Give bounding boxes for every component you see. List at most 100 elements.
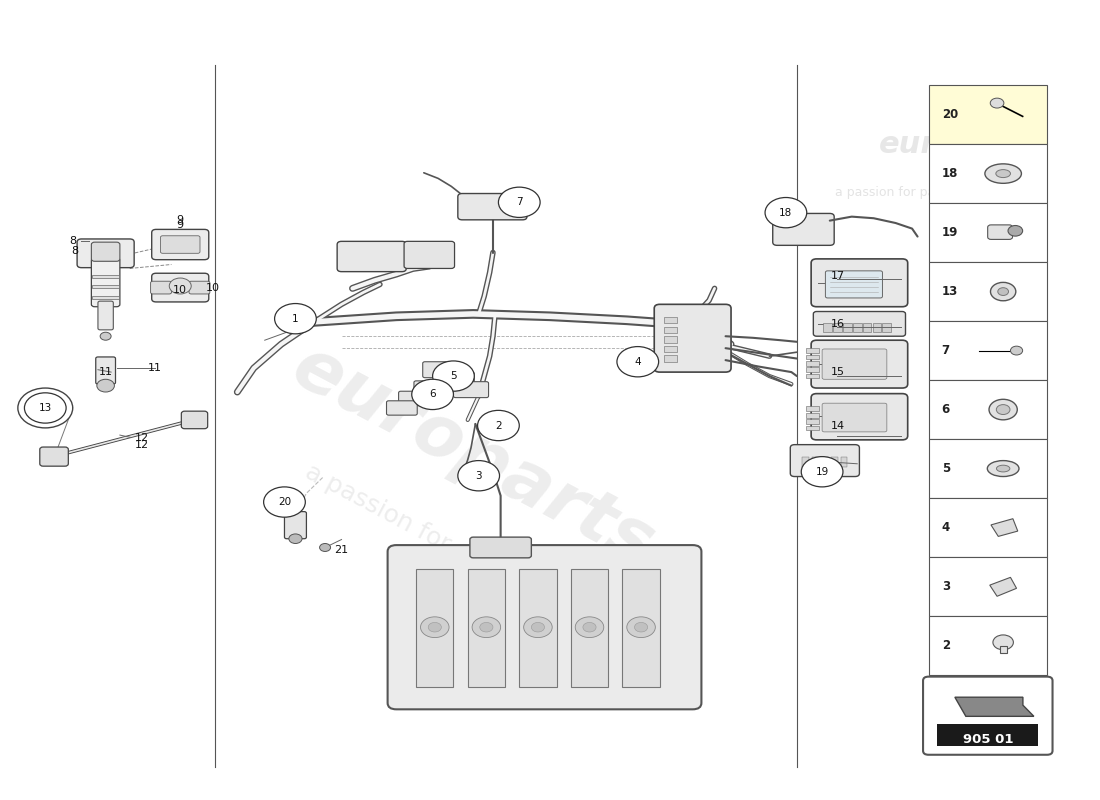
Text: 7: 7 — [516, 198, 522, 207]
Bar — [928, 557, 1047, 616]
FancyBboxPatch shape — [813, 311, 905, 336]
Ellipse shape — [984, 164, 1022, 183]
Text: 905 01: 905 01 — [962, 733, 1013, 746]
Bar — [852, 322, 861, 332]
Text: 10: 10 — [173, 285, 187, 295]
Circle shape — [575, 617, 604, 638]
Bar — [664, 336, 678, 342]
Circle shape — [1008, 226, 1023, 236]
Text: 12: 12 — [135, 434, 149, 443]
FancyBboxPatch shape — [404, 242, 454, 269]
Text: 2: 2 — [495, 421, 502, 430]
Circle shape — [498, 187, 540, 218]
Bar — [928, 262, 1047, 321]
Bar — [92, 275, 119, 278]
Circle shape — [169, 278, 191, 294]
Text: europarts: europarts — [280, 332, 666, 580]
Circle shape — [801, 457, 843, 487]
Text: 13: 13 — [942, 285, 958, 298]
Circle shape — [264, 487, 306, 517]
Bar — [928, 144, 1047, 203]
Text: a passion for parts since 1965: a passion for parts since 1965 — [835, 186, 1024, 199]
Bar — [843, 322, 851, 332]
Circle shape — [583, 622, 596, 632]
Text: 19: 19 — [815, 466, 828, 477]
Bar — [823, 322, 832, 332]
Circle shape — [420, 617, 449, 638]
Text: 11: 11 — [99, 367, 112, 377]
Bar — [805, 348, 818, 353]
FancyBboxPatch shape — [422, 362, 458, 378]
Circle shape — [635, 622, 648, 632]
FancyBboxPatch shape — [161, 236, 200, 254]
Polygon shape — [990, 578, 1016, 596]
Text: 20: 20 — [278, 497, 292, 507]
Circle shape — [993, 635, 1013, 650]
Circle shape — [1011, 346, 1023, 355]
FancyBboxPatch shape — [152, 230, 209, 260]
Bar — [468, 569, 505, 687]
FancyBboxPatch shape — [337, 242, 406, 272]
Text: 19: 19 — [942, 226, 958, 239]
Bar — [664, 346, 678, 352]
FancyBboxPatch shape — [822, 403, 887, 432]
Bar — [805, 361, 818, 366]
Text: 8: 8 — [69, 235, 76, 246]
FancyBboxPatch shape — [988, 225, 1012, 239]
FancyBboxPatch shape — [189, 282, 210, 294]
Text: 15: 15 — [830, 367, 845, 377]
Text: 3: 3 — [942, 580, 949, 593]
Bar — [840, 458, 847, 467]
Bar — [623, 569, 660, 687]
Circle shape — [989, 399, 1018, 420]
FancyBboxPatch shape — [822, 349, 887, 379]
Circle shape — [990, 98, 1004, 108]
Circle shape — [990, 282, 1015, 301]
Text: 12: 12 — [135, 441, 149, 450]
Circle shape — [18, 388, 73, 428]
Bar — [805, 426, 818, 430]
Bar — [805, 354, 818, 359]
Text: 20: 20 — [942, 108, 958, 121]
Bar — [664, 317, 678, 323]
Polygon shape — [955, 698, 1034, 716]
FancyBboxPatch shape — [152, 274, 209, 302]
Text: 1: 1 — [293, 314, 299, 324]
Circle shape — [411, 379, 453, 410]
Bar — [812, 458, 818, 467]
Bar — [822, 458, 828, 467]
FancyBboxPatch shape — [772, 214, 834, 246]
FancyBboxPatch shape — [439, 372, 474, 388]
Text: europarts: europarts — [879, 130, 1048, 159]
Bar — [92, 285, 119, 288]
Text: 5: 5 — [942, 462, 950, 475]
Text: 11: 11 — [148, 363, 162, 373]
Bar — [928, 203, 1047, 262]
Text: 10: 10 — [206, 283, 220, 294]
Polygon shape — [991, 518, 1018, 537]
Circle shape — [997, 405, 1010, 414]
Text: 18: 18 — [779, 208, 792, 218]
Circle shape — [617, 346, 659, 377]
FancyBboxPatch shape — [77, 239, 134, 268]
FancyBboxPatch shape — [414, 381, 444, 395]
Bar — [664, 326, 678, 333]
FancyBboxPatch shape — [811, 340, 907, 388]
FancyBboxPatch shape — [91, 258, 120, 306]
Text: 14: 14 — [830, 421, 845, 430]
Circle shape — [531, 622, 544, 632]
FancyBboxPatch shape — [811, 259, 907, 306]
Ellipse shape — [988, 461, 1019, 477]
FancyBboxPatch shape — [91, 242, 120, 262]
Circle shape — [320, 543, 331, 551]
FancyBboxPatch shape — [654, 304, 732, 372]
Circle shape — [458, 461, 499, 491]
Bar — [664, 355, 678, 362]
Circle shape — [432, 361, 474, 391]
Bar — [862, 322, 871, 332]
Text: 7: 7 — [942, 344, 949, 357]
FancyBboxPatch shape — [453, 382, 488, 398]
FancyBboxPatch shape — [923, 677, 1053, 754]
Ellipse shape — [996, 170, 1011, 178]
Bar — [92, 295, 119, 298]
